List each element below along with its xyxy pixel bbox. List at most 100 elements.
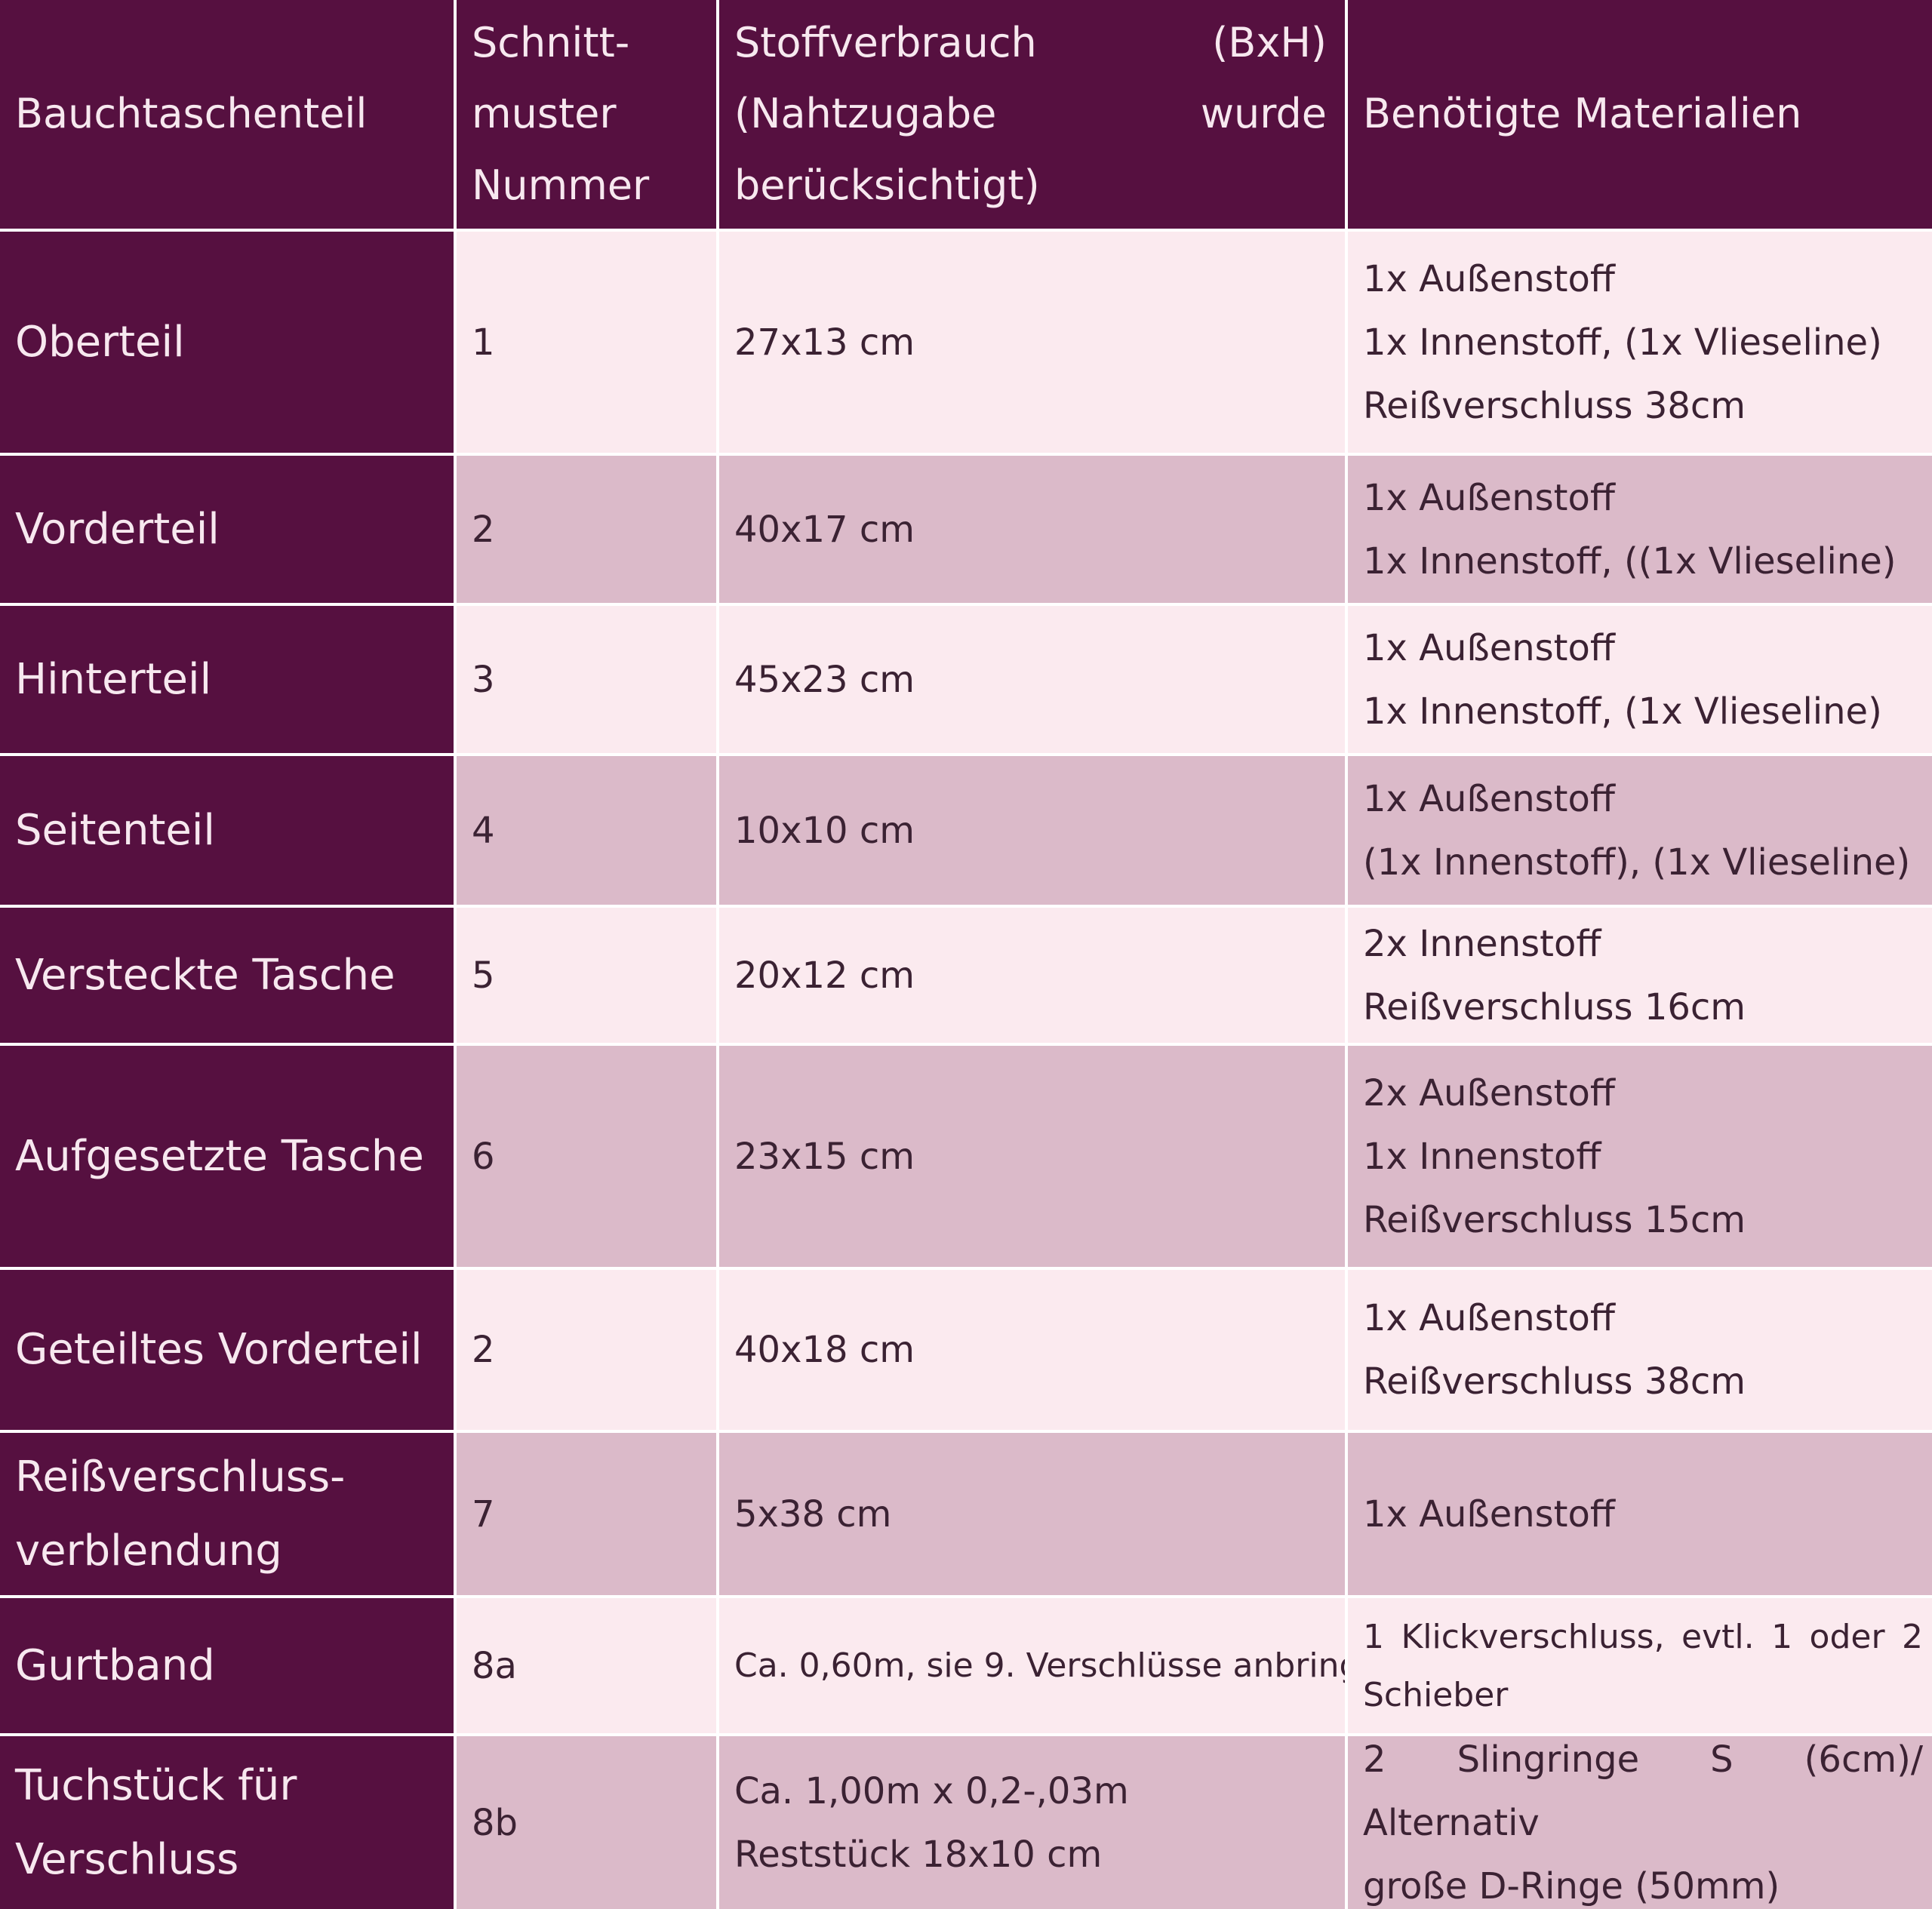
cell-text: Versteckte Tasche (15, 939, 435, 1013)
table-cell: 40x18 cm (719, 1270, 1345, 1430)
cell-text: 5 (472, 944, 698, 1007)
cell-text: 1x Außenstoff (1363, 616, 1923, 680)
cell-text: 1x Außenstoff (1363, 247, 1923, 311)
table-cell: 4 (457, 756, 716, 905)
cell-text: Verschluss (15, 1823, 435, 1897)
table-cell: 5x38 cm (719, 1433, 1345, 1595)
cell-text: Oberteil (15, 306, 435, 380)
cell-text: 3 (472, 648, 698, 712)
cell-text: Reißverschluss- (15, 1440, 435, 1514)
table-cell: Oberteil (0, 232, 454, 453)
cell-text: Ca. 0,60m, sie 9. Verschlüsse anbringen (734, 1637, 1327, 1695)
cell-text: muster (472, 78, 698, 150)
cell-text: Geteiltes Vorderteil (15, 1313, 435, 1387)
cell-text: 6 (472, 1125, 698, 1188)
table-cell: Gurtband (0, 1598, 454, 1733)
cell-text: Reißverschluss 16cm (1363, 976, 1923, 1039)
cell-text: 1x Innenstoff (1363, 1125, 1923, 1188)
cell-text: 8b (472, 1791, 698, 1855)
cell-text: Schnitt- (472, 8, 698, 79)
cell-text: 5x38 cm (734, 1483, 1327, 1546)
table-cell: 1x Außenstoff (1348, 1433, 1932, 1595)
table-cell: 23x15 cm (719, 1046, 1345, 1267)
cell-text: 20x12 cm (734, 944, 1327, 1007)
table-cell: 10x10 cm (719, 756, 1345, 905)
cell-text: Seitenteil (15, 794, 435, 868)
cell-text: 1x Innenstoff, (1x Vlieseline) (1363, 680, 1923, 743)
cell-text: 1x Außenstoff (1363, 1286, 1923, 1350)
table-cell: 1x Außenstoff(1x Innenstoff), (1x Vliese… (1348, 756, 1932, 905)
table-cell: 45x23 cm (719, 606, 1345, 753)
table-cell: 40x17 cm (719, 456, 1345, 603)
cell-text: 1 (472, 311, 698, 374)
cell-text: 2x Außenstoff (1363, 1062, 1923, 1125)
cell-text: Gurtband (15, 1629, 435, 1703)
cell-text: 1x Außenstoff (1363, 1483, 1923, 1546)
cell-text: verblendung (15, 1514, 435, 1588)
cell-text: Nummer (472, 150, 698, 222)
cell-text: Tuchstück für (15, 1749, 435, 1823)
table-cell: 20x12 cm (719, 908, 1345, 1043)
cell-text: 27x13 cm (734, 311, 1327, 374)
table-cell: 5 (457, 908, 716, 1043)
cell-text: Bauchtaschenteil (15, 78, 435, 150)
table-cell: Versteckte Tasche (0, 908, 454, 1043)
cell-text: 40x17 cm (734, 498, 1327, 561)
cell-text: 40x18 cm (734, 1318, 1327, 1382)
table-cell: 1 (457, 232, 716, 453)
cell-text: Vorderteil (15, 493, 435, 567)
cell-text: große D-Ringe (50mm) (1363, 1855, 1923, 1909)
table-cell: 6 (457, 1046, 716, 1267)
cell-text: berücksichtigt) (734, 150, 1327, 222)
cell-text: 4 (472, 799, 698, 862)
cell-text: 1x Außenstoff (1363, 466, 1923, 530)
cell-text: 8a (472, 1634, 698, 1698)
table-cell: 2 (457, 1270, 716, 1430)
table-cell: 3 (457, 606, 716, 753)
cell-text: Reißverschluss 38cm (1363, 374, 1923, 438)
cell-text: Ca. 1,00m x 0,2-,03m (734, 1760, 1327, 1823)
table-cell: Ca. 0,60m, sie 9. Verschlüsse anbringen (719, 1598, 1345, 1733)
cell-text: Benötigte Materialien (1363, 78, 1923, 150)
cell-text: Schieber (1363, 1666, 1923, 1724)
table-cell: 8a (457, 1598, 716, 1733)
cell-text: 1x Außenstoff (1363, 767, 1923, 831)
table-cell: Vorderteil (0, 456, 454, 603)
cell-text: 2x Innenstoff (1363, 912, 1923, 976)
table-cell: 27x13 cm (719, 232, 1345, 453)
cell-text: 2 (472, 1318, 698, 1382)
table-cell: 8b (457, 1736, 716, 1909)
cell-text: (Nahtzugabe wurde (734, 78, 1327, 150)
table-cell: Hinterteil (0, 606, 454, 753)
table-cell: Seitenteil (0, 756, 454, 905)
cell-text: 10x10 cm (734, 799, 1327, 862)
cell-text: 7 (472, 1483, 698, 1546)
table-cell: Benötigte Materialien (1348, 0, 1932, 229)
cell-text: 2 Slingringe S (6cm)/ Alternativ (1363, 1736, 1923, 1855)
cell-text: Stoffverbrauch (BxH) (734, 8, 1327, 79)
cell-text: 1x Innenstoff, ((1x Vlieseline) (1363, 530, 1923, 593)
table-cell: Geteiltes Vorderteil (0, 1270, 454, 1430)
cell-text: Reißverschluss 38cm (1363, 1350, 1923, 1413)
cell-text: 2 (472, 498, 698, 561)
cell-text: Reststück 18x10 cm (734, 1823, 1327, 1886)
cell-text: (1x Innenstoff), (1x Vlieseline) (1363, 831, 1923, 894)
table-cell: Reißverschluss-verblendung (0, 1433, 454, 1595)
cell-text: 1x Innenstoff, (1x Vlieseline) (1363, 311, 1923, 374)
cell-text: 23x15 cm (734, 1125, 1327, 1188)
cell-text: Aufgesetzte Tasche (15, 1120, 435, 1194)
